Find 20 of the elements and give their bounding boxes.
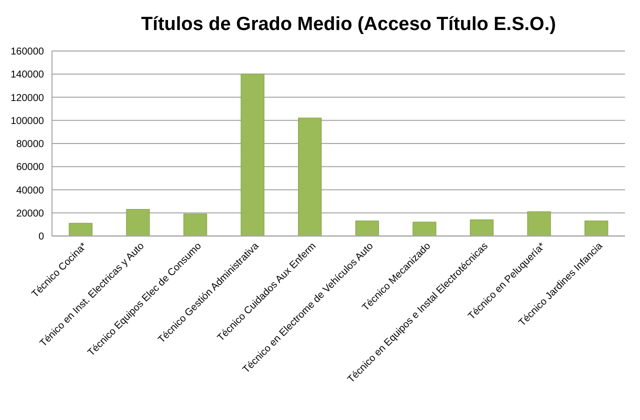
y-tick-label: 160000 [10,46,44,58]
bar [183,214,208,236]
bar [240,74,264,236]
chart-title: Títulos de Grado Medio (Acceso Título E.S.O.) [141,14,556,35]
bar [584,220,608,236]
y-tick-label: 0 [38,232,44,242]
y-tick-label: 80000 [16,139,44,150]
bar [527,211,551,236]
bar [68,222,93,236]
bar [126,209,150,236]
y-tick-label: 120000 [10,92,44,104]
y-tick-label: 20000 [16,208,44,220]
y-tick-label: 60000 [16,162,44,174]
y-tick-label: 140000 [10,70,44,81]
bar [470,219,494,236]
y-tick-label: 40000 [16,185,44,196]
bar [355,220,380,236]
bar [298,118,322,236]
y-tick-label: 100000 [10,116,44,127]
bar [412,222,436,236]
